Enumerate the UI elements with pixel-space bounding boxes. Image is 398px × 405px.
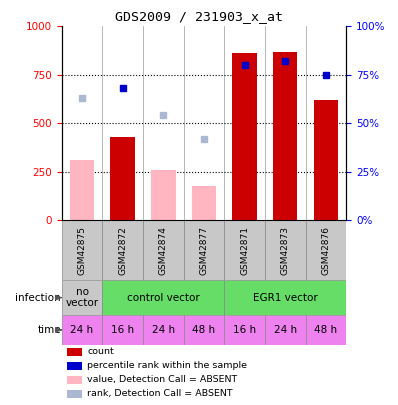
Bar (192, 186, 216, 220)
Bar (102, 315, 143, 345)
Bar (62, 280, 102, 315)
Bar (224, 280, 346, 315)
Text: no
vector: no vector (65, 287, 99, 308)
Bar (143, 220, 183, 280)
Bar (224, 220, 265, 280)
Bar (306, 220, 346, 280)
Text: GSM42872: GSM42872 (118, 226, 127, 275)
Bar (111, 137, 135, 220)
Bar (70, 160, 94, 220)
Text: infection: infection (15, 292, 61, 303)
Text: GSM42877: GSM42877 (199, 226, 209, 275)
Text: 48 h: 48 h (192, 325, 216, 335)
Text: control vector: control vector (127, 292, 200, 303)
Text: GSM42874: GSM42874 (159, 226, 168, 275)
Bar (102, 280, 224, 315)
Bar (265, 220, 306, 280)
Bar (143, 315, 183, 345)
Text: 24 h: 24 h (70, 325, 94, 335)
Bar (67, 376, 82, 384)
Bar (306, 315, 346, 345)
Text: GSM42876: GSM42876 (322, 226, 330, 275)
Text: GDS2009 / 231903_x_at: GDS2009 / 231903_x_at (115, 10, 283, 23)
Text: GSM42875: GSM42875 (78, 226, 86, 275)
Text: GSM42873: GSM42873 (281, 226, 290, 275)
Text: EGR1 vector: EGR1 vector (253, 292, 318, 303)
Bar (62, 220, 102, 280)
Text: value, Detection Call = ABSENT: value, Detection Call = ABSENT (87, 375, 238, 384)
Bar (102, 220, 143, 280)
Bar (224, 315, 265, 345)
Bar (314, 100, 338, 220)
Bar (273, 51, 297, 220)
Text: 16 h: 16 h (233, 325, 256, 335)
Bar (151, 170, 176, 220)
Text: 48 h: 48 h (314, 325, 338, 335)
Text: 24 h: 24 h (152, 325, 175, 335)
Text: count: count (87, 347, 114, 356)
Bar (67, 362, 82, 370)
Text: 24 h: 24 h (274, 325, 297, 335)
Text: 16 h: 16 h (111, 325, 134, 335)
Bar (232, 53, 257, 220)
Bar (183, 220, 224, 280)
Text: rank, Detection Call = ABSENT: rank, Detection Call = ABSENT (87, 390, 233, 399)
Bar (67, 348, 82, 356)
Bar (265, 315, 306, 345)
Bar (62, 315, 102, 345)
Text: GSM42871: GSM42871 (240, 226, 249, 275)
Bar (183, 315, 224, 345)
Bar (67, 390, 82, 398)
Text: time: time (37, 325, 61, 335)
Text: percentile rank within the sample: percentile rank within the sample (87, 362, 247, 371)
